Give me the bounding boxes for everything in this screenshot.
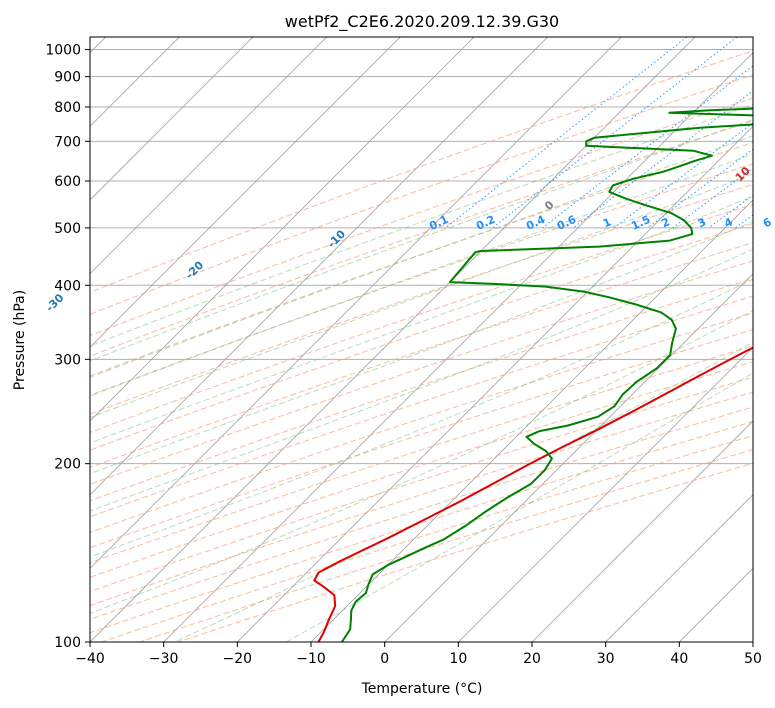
x-tick-label: 20 [523,651,541,667]
y-tick-label: 1000 [45,43,81,59]
dry-adiabat-label: -20 [183,258,206,281]
mixing-ratio-line-4 [734,214,753,229]
dry-adiabat-0 [90,120,753,357]
isotherm--40 [90,37,696,642]
x-tick-label: 40 [670,651,688,667]
mixing-ratio-label: 0.2 [474,213,497,233]
isotherm--70 [90,37,475,422]
isotherm--100 [90,37,254,201]
x-axis-title: Temperature (°C) [361,681,483,697]
dry-adiabat--10 [90,97,753,337]
y-tick-label: 300 [54,352,81,368]
y-tick-label: 600 [54,174,81,190]
y-tick-label: 900 [54,70,81,86]
reference-labels: -100-90-80-70-60-50-40-30-20-10010203040… [43,164,774,315]
isotherm-30 [605,494,753,642]
mixing-ratio-line-1 [613,122,753,229]
isotherm--10 [310,199,753,642]
isotherm--30 [163,52,753,642]
moist-adiabat--5 [90,118,753,362]
x-tick-label: 30 [597,651,615,667]
dry-adiabat-90 [90,295,753,518]
dry-adiabat-170 [90,420,753,634]
isotherm--60 [90,37,549,496]
moist-adiabat--10 [90,103,753,347]
mixing-ratio-line-0.1 [445,37,688,229]
dry-adiabat-label: -30 [43,291,66,314]
mixing-ratio-line-0.4 [542,65,753,229]
y-axis-title: Pressure (hPa) [12,290,28,390]
moist-adiabat-35 [90,309,753,614]
dry-adiabat--20 [90,74,753,315]
isotherm--110 [90,37,180,127]
data-series [313,107,753,642]
y-tick-label: 500 [54,221,81,237]
moist-adiabat-30 [90,278,753,558]
chart-title: wetPf2_C2E6.2020.209.12.39.G30 [285,12,559,32]
y-axis: 100 200 300 400 500 600 700 800 900 1000 [45,43,90,651]
reference-lines [90,37,753,642]
isotherm-0 [384,273,753,642]
moist-adiabat-20 [90,220,753,475]
mixing-ratio-label: 6 [761,215,774,230]
y-tick-label: 700 [54,134,81,150]
dewpoint-profile-line [341,107,753,642]
mixing-ratio-label: 1.5 [629,213,652,233]
dry-adiabat-10 [90,142,753,377]
dry-adiabat-30 [90,183,753,415]
x-tick-label: −10 [296,651,326,667]
y-tick-label: 400 [54,278,81,294]
x-tick-label: −40 [75,651,105,667]
dry-adiabat--30 [90,50,753,293]
y-tick-label: 800 [54,100,81,116]
dry-adiabat-60 [90,241,753,469]
x-tick-label: 10 [449,651,467,667]
isotherm--20 [236,125,753,642]
moist-adiabat-5 [90,153,753,397]
temperature-profile-line [313,346,753,642]
dry-adiabat-110 [90,329,753,549]
y-tick-label: 200 [54,457,81,473]
isotherm-20 [531,420,753,642]
x-tick-label: 50 [744,651,762,667]
dry-adiabat-80 [90,278,753,502]
isotherm--90 [90,37,328,275]
y-tick-label: 100 [54,635,81,651]
x-tick-label: −30 [149,651,179,667]
moist-adiabat-25 [90,248,753,512]
isotherm--50 [90,37,622,569]
mixing-ratio-line-0.2 [492,37,738,229]
moist-adiabat-label: 0 [542,198,557,213]
x-tick-label: −20 [223,651,253,667]
dry-adiabat-label: -10 [325,227,348,250]
dry-adiabat-150 [90,391,753,607]
moist-adiabat-0 [90,135,753,378]
dry-adiabat-50 [90,223,753,451]
isotherm-10 [457,346,753,642]
moist-adiabat-40 [174,341,753,642]
mixing-ratio-label: 0.1 [427,213,450,233]
moist-adiabat-10 [90,173,753,419]
mixing-ratio-line-2 [672,167,753,229]
plot-frame [89,36,754,643]
x-axis: −40 −30 −20 −10 0 10 20 30 40 50 [75,642,762,667]
moist-adiabat-15 [90,195,753,444]
x-tick-label: 0 [380,651,389,667]
